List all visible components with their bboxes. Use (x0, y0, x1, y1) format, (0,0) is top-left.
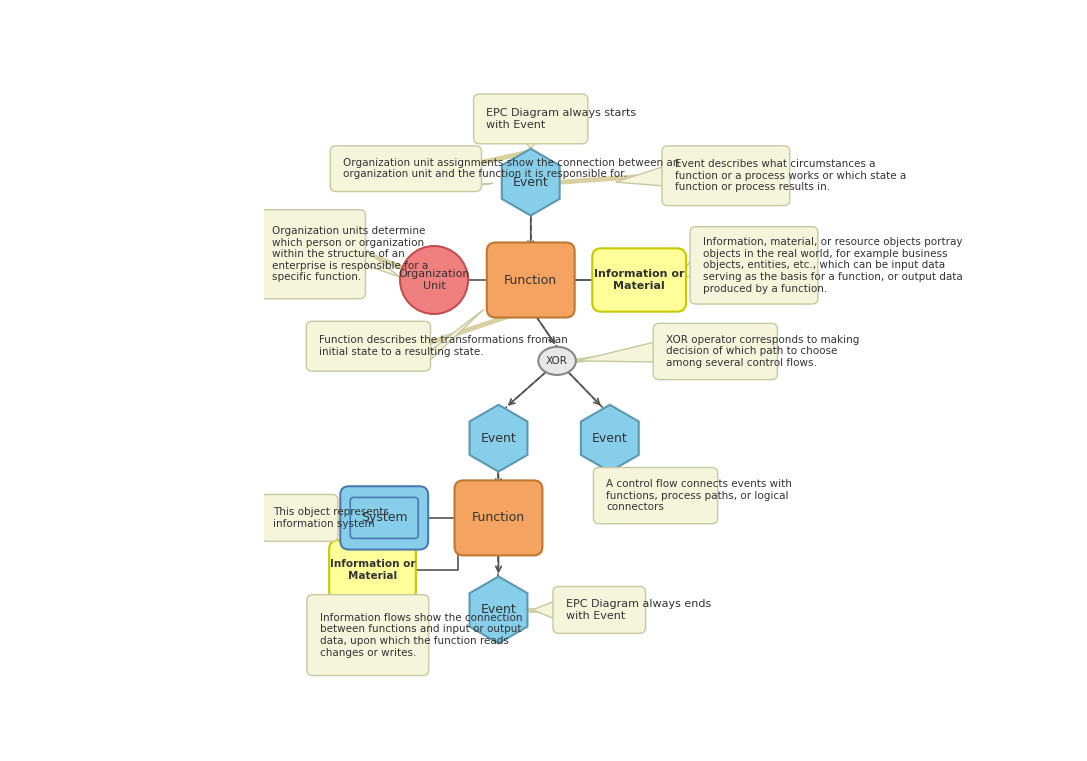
FancyBboxPatch shape (330, 146, 482, 192)
FancyBboxPatch shape (259, 210, 365, 299)
Polygon shape (615, 165, 667, 186)
FancyBboxPatch shape (653, 323, 777, 380)
Polygon shape (360, 246, 400, 277)
FancyBboxPatch shape (307, 594, 428, 676)
Text: Event: Event (480, 431, 516, 444)
Text: EPC Diagram always ends
with Event: EPC Diagram always ends with Event (566, 599, 711, 621)
Polygon shape (580, 405, 639, 472)
FancyBboxPatch shape (592, 248, 686, 312)
Text: Information or
Material: Information or Material (594, 269, 685, 291)
Polygon shape (533, 600, 559, 620)
Text: Function describes the transformations from an
initial state to a resulting stat: Function describes the transformations f… (320, 336, 567, 357)
Text: System: System (361, 511, 408, 524)
Polygon shape (678, 255, 696, 277)
Text: Event: Event (592, 431, 627, 444)
FancyBboxPatch shape (454, 480, 542, 556)
Text: Organization
Unit: Organization Unit (398, 269, 470, 291)
Polygon shape (470, 405, 527, 472)
FancyBboxPatch shape (307, 321, 430, 371)
FancyBboxPatch shape (487, 243, 575, 317)
FancyBboxPatch shape (690, 227, 817, 304)
Polygon shape (463, 183, 492, 186)
Text: Organization units determine
which person or organization
within the structure o: Organization units determine which perso… (272, 226, 428, 282)
FancyBboxPatch shape (340, 486, 428, 549)
Polygon shape (577, 341, 659, 362)
Polygon shape (523, 138, 539, 148)
Text: A control flow connects events with
functions, process paths, or logical
connect: A control flow connects events with func… (607, 479, 792, 512)
FancyBboxPatch shape (594, 467, 717, 524)
Ellipse shape (400, 246, 468, 314)
Text: Organization unit assignments show the connection between an
organization unit a: Organization unit assignments show the c… (343, 158, 679, 180)
Text: Information or
Material: Information or Material (329, 559, 415, 581)
Text: This object represents
information system: This object represents information syste… (274, 507, 389, 529)
Text: XOR: XOR (546, 356, 569, 366)
Polygon shape (470, 577, 527, 643)
FancyBboxPatch shape (553, 587, 646, 633)
Text: EPC Diagram always starts
with Event: EPC Diagram always starts with Event (487, 108, 637, 129)
FancyBboxPatch shape (474, 94, 588, 144)
Text: Event describes what circumstances a
function or a process works or which state : Event describes what circumstances a fun… (675, 159, 907, 193)
Ellipse shape (538, 347, 576, 375)
Text: Event: Event (513, 176, 549, 189)
Text: Event: Event (480, 603, 516, 616)
FancyBboxPatch shape (261, 495, 338, 541)
FancyBboxPatch shape (662, 146, 790, 205)
Text: Function: Function (504, 273, 558, 286)
Polygon shape (502, 148, 560, 215)
Text: Function: Function (472, 511, 525, 524)
Text: Information, material, or resource objects portray
objects in the real world, fo: Information, material, or resource objec… (703, 237, 963, 294)
FancyBboxPatch shape (329, 540, 416, 600)
Text: Information flows show the connection
between functions and input or output
data: Information flows show the connection be… (320, 613, 522, 658)
Polygon shape (332, 509, 349, 527)
Text: XOR operator corresponds to making
decision of which path to choose
among severa: XOR operator corresponds to making decis… (666, 335, 860, 368)
Polygon shape (412, 309, 484, 365)
